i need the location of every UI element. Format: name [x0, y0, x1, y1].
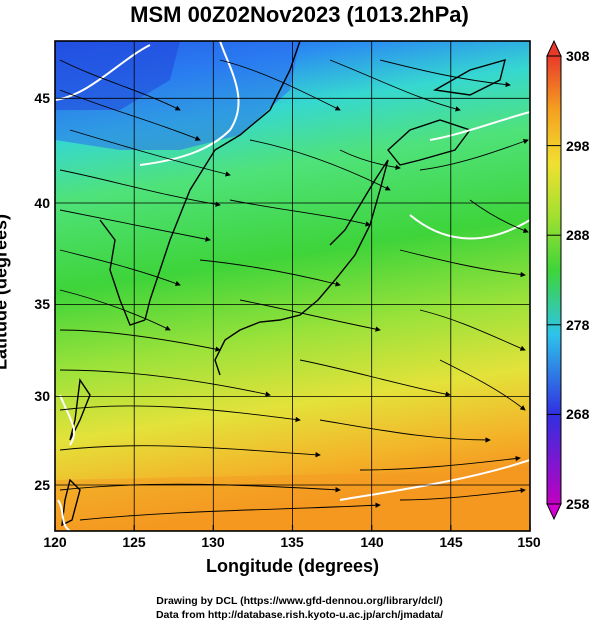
x-tick-label: 140 [360, 534, 384, 550]
x-tick-label: 135 [280, 534, 304, 550]
x-tick-label: 125 [122, 534, 146, 550]
colorbar-tick-label: 308 [566, 48, 590, 64]
x-tick-label: 150 [517, 534, 541, 550]
colorbar-tick-label: 268 [566, 406, 590, 422]
y-axis-label: Latitude (degrees) [0, 213, 11, 371]
y-axis-label-wrap: Latitude (degrees) [0, 214, 21, 370]
contour-lines [55, 41, 530, 531]
colorbar-tick-label: 278 [566, 317, 590, 333]
colorbar-tick-label: 298 [566, 138, 590, 154]
x-tick-label: 130 [201, 534, 225, 550]
wind-streamlines [59, 59, 529, 521]
coastlines [61, 41, 506, 527]
x-tick-label: 120 [43, 534, 67, 550]
y-tick-label: 40 [34, 195, 50, 211]
y-tick-label: 25 [34, 477, 50, 493]
x-tick-label: 145 [439, 534, 463, 550]
grid [55, 41, 530, 531]
y-tick-label: 35 [34, 296, 50, 312]
y-tick-label: 45 [34, 90, 50, 106]
credit-drawing: Drawing by DCL (https://www.gfd-dennou.o… [156, 595, 443, 607]
colorbar [546, 39, 562, 521]
chart-title: MSM 00Z02Nov2023 (1013.2hPa) [130, 2, 469, 27]
y-tick-label: 30 [34, 388, 50, 404]
colorbar-tick-label: 288 [566, 227, 590, 243]
credit-data: Data from http://database.rish.kyoto-u.a… [155, 609, 444, 621]
colorbar-tick-label: 258 [566, 496, 590, 512]
x-axis-label: Longitude (degrees) [205, 556, 379, 576]
